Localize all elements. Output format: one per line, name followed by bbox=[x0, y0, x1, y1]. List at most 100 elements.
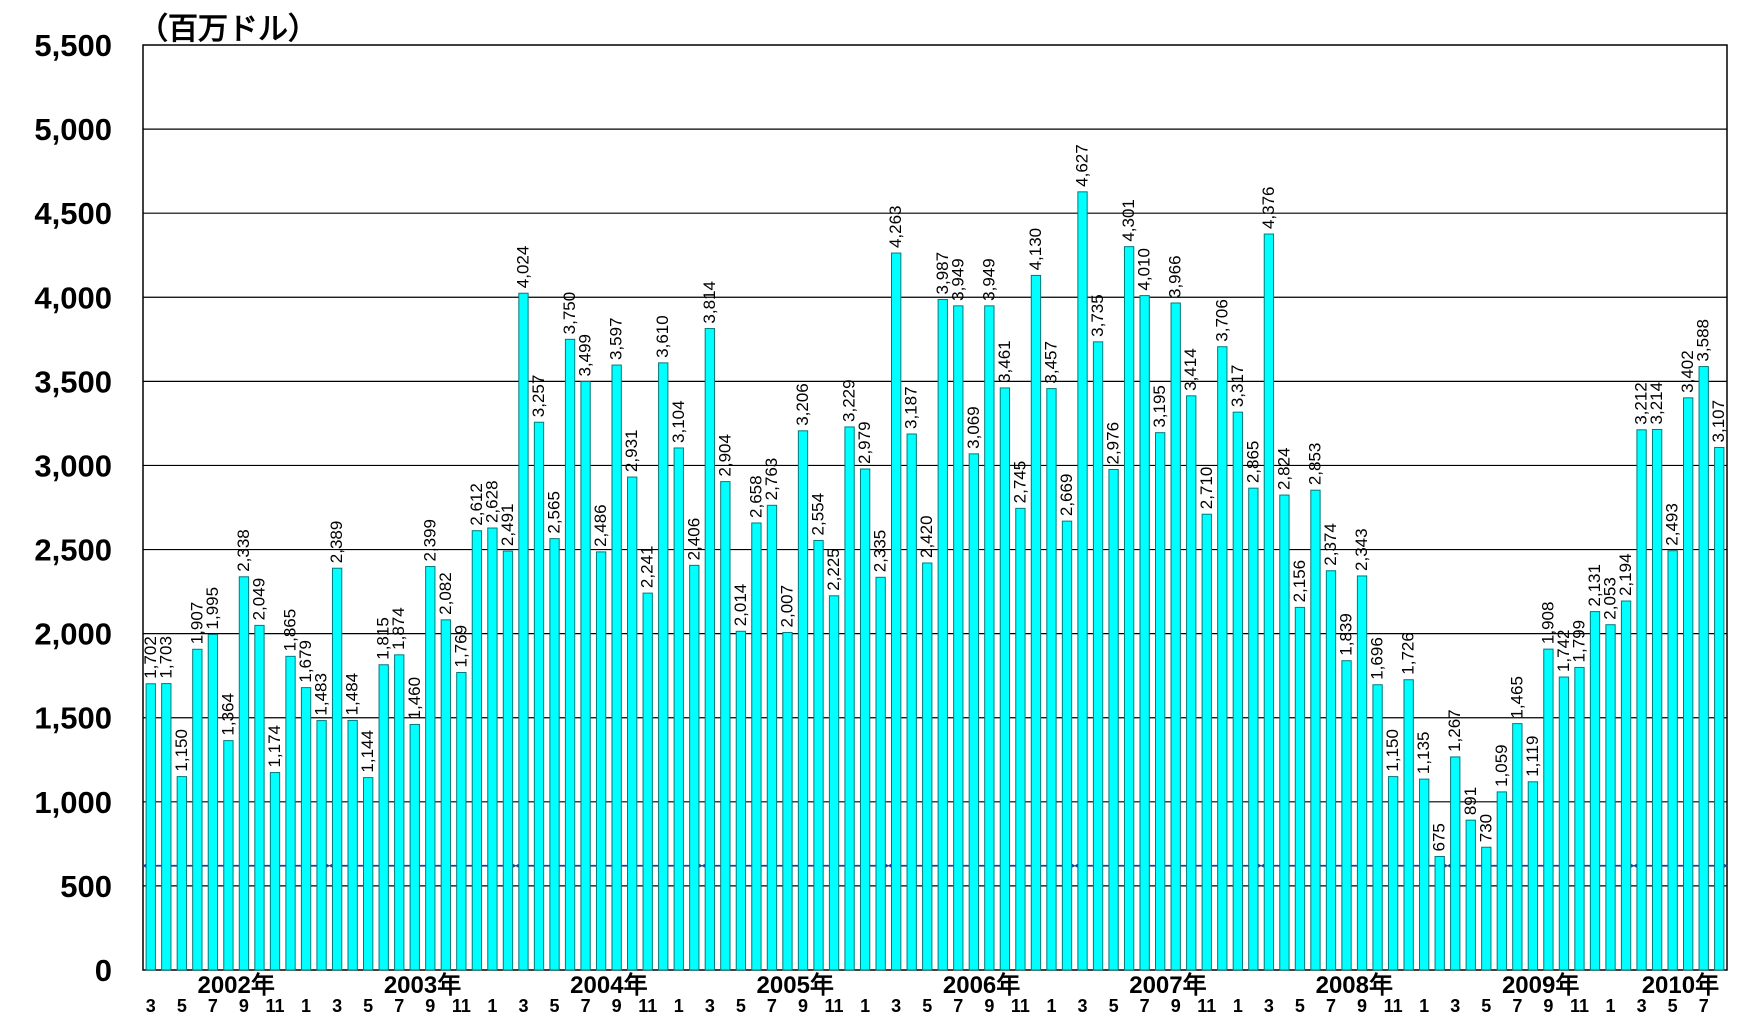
bar bbox=[1620, 600, 1632, 971]
data-label: 730 bbox=[1476, 814, 1495, 842]
month-tick-label: 3 bbox=[146, 996, 156, 1016]
bar bbox=[704, 328, 715, 971]
bar bbox=[797, 430, 809, 971]
month-tick-label: 5 bbox=[363, 996, 373, 1016]
y-tick-label: 3,000 bbox=[34, 448, 112, 483]
data-label: 1,119 bbox=[1523, 736, 1542, 777]
bar bbox=[192, 648, 203, 971]
axes: 0 500 1,000 1,500 2,000 2,500 3,000 3,500 4,000 4… bbox=[34, 28, 1719, 1016]
data-label: 3,499 bbox=[576, 334, 595, 377]
bar bbox=[347, 719, 358, 971]
bar bbox=[735, 630, 747, 971]
bar bbox=[518, 292, 529, 971]
bar bbox=[223, 740, 234, 971]
data-label: 4,130 bbox=[1026, 228, 1045, 271]
year-label: 2009年 bbox=[1502, 971, 1579, 999]
data-label: 1,465 bbox=[1507, 676, 1526, 719]
y-tick-label: 1,000 bbox=[34, 785, 112, 820]
bar bbox=[1279, 494, 1290, 971]
data-label: 3,069 bbox=[964, 406, 983, 449]
y-tick-label: 4,500 bbox=[34, 196, 112, 231]
data-label: 1,150 bbox=[172, 729, 191, 772]
data-label: 4,024 bbox=[513, 246, 532, 289]
data-label: 1,059 bbox=[1492, 744, 1511, 787]
bar bbox=[394, 654, 405, 971]
data-label: 2,241 bbox=[638, 546, 657, 589]
bar bbox=[689, 564, 700, 971]
bar bbox=[751, 522, 762, 971]
bar bbox=[1030, 274, 1042, 971]
bar bbox=[1512, 723, 1523, 971]
bar bbox=[378, 664, 389, 971]
bar bbox=[813, 539, 824, 971]
data-label: 1,460 bbox=[405, 677, 424, 720]
bar bbox=[1061, 520, 1073, 971]
bar bbox=[1201, 513, 1212, 971]
month-tick-label: 11 bbox=[1011, 996, 1030, 1016]
data-label: 3,206 bbox=[793, 383, 812, 426]
data-label: 3,588 bbox=[1694, 319, 1713, 362]
data-label: 2,374 bbox=[1321, 523, 1340, 566]
month-tick-label: 7 bbox=[1326, 996, 1336, 1016]
data-label: 2,338 bbox=[234, 529, 253, 572]
data-label: 2,745 bbox=[1010, 461, 1029, 504]
bar bbox=[1636, 429, 1647, 971]
month-tick-label: 11 bbox=[825, 996, 844, 1016]
data-label: 3,597 bbox=[607, 318, 626, 361]
bar bbox=[859, 468, 871, 971]
month-tick-label: 3 bbox=[518, 996, 528, 1016]
data-label: 2,049 bbox=[249, 578, 268, 621]
month-tick-label: 5 bbox=[736, 996, 746, 1016]
bar bbox=[1232, 411, 1243, 971]
bar bbox=[1403, 679, 1414, 971]
bar bbox=[1092, 341, 1104, 971]
data-label: 1,267 bbox=[1445, 709, 1464, 752]
bar bbox=[1263, 233, 1275, 971]
year-label: 2005年 bbox=[757, 971, 834, 999]
data-label: 1,702 bbox=[141, 636, 160, 679]
bar bbox=[1543, 648, 1554, 971]
month-tick-label: 5 bbox=[1668, 996, 1678, 1016]
month-tick-label: 7 bbox=[953, 996, 963, 1016]
month-tick-label: 1 bbox=[1419, 996, 1429, 1016]
data-label: 3,461 bbox=[995, 340, 1014, 383]
bar bbox=[1496, 791, 1507, 971]
data-label: 2,710 bbox=[1197, 467, 1216, 510]
bar bbox=[1465, 819, 1476, 971]
data-label: 3,257 bbox=[529, 375, 548, 418]
data-label: 1,815 bbox=[374, 617, 393, 660]
data-label: 2,979 bbox=[855, 421, 874, 464]
bar bbox=[1434, 855, 1445, 971]
bar bbox=[176, 776, 187, 971]
month-tick-label: 3 bbox=[1078, 996, 1088, 1016]
data-label: 1,726 bbox=[1399, 632, 1418, 675]
data-label: 1,483 bbox=[312, 673, 331, 716]
data-label: 2,343 bbox=[1352, 528, 1371, 571]
data-label: 3,987 bbox=[933, 252, 952, 295]
month-tick-label: 3 bbox=[1637, 996, 1647, 1016]
bar bbox=[1186, 395, 1197, 971]
month-tick-label: 11 bbox=[1197, 996, 1216, 1016]
month-tick-label: 11 bbox=[638, 996, 657, 1016]
bar bbox=[1667, 550, 1678, 971]
data-label: 3,814 bbox=[700, 281, 719, 324]
data-label: 3,195 bbox=[1150, 385, 1169, 428]
bar bbox=[1651, 428, 1663, 971]
data-label: 3,229 bbox=[840, 379, 859, 422]
bar bbox=[906, 433, 917, 971]
month-tick-label: 1 bbox=[487, 996, 497, 1016]
data-label: 1,769 bbox=[451, 625, 470, 668]
data-label: 3,187 bbox=[902, 386, 921, 429]
y-tick-label: 5,500 bbox=[34, 28, 112, 63]
month-tick-label: 1 bbox=[860, 996, 870, 1016]
bar bbox=[1310, 489, 1321, 971]
data-label: 2,493 bbox=[1663, 503, 1682, 546]
plot-frame bbox=[142, 44, 1728, 971]
month-tick-label: 5 bbox=[922, 996, 932, 1016]
bar bbox=[254, 624, 265, 971]
month-tick-label: 5 bbox=[1109, 996, 1119, 1016]
data-label: 1,174 bbox=[265, 725, 284, 768]
month-tick-label: 5 bbox=[177, 996, 187, 1016]
month-tick-label: 11 bbox=[1570, 996, 1589, 1016]
